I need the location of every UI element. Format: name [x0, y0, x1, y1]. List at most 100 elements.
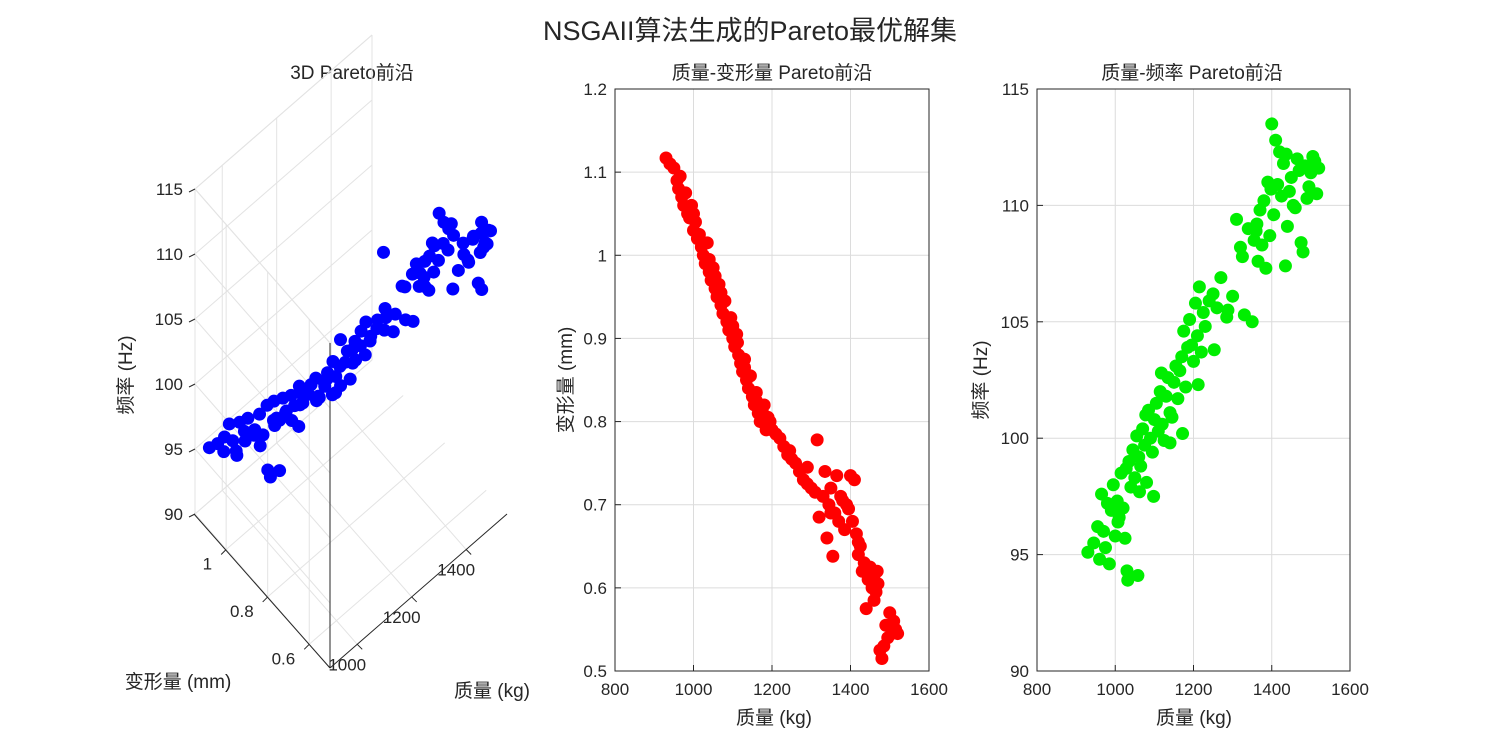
- data-point: [1245, 315, 1259, 329]
- z-tick: [188, 253, 196, 258]
- data-point: [1210, 301, 1224, 315]
- data-point: [1154, 366, 1168, 380]
- panel-3d-pareto: 3D Pareto前沿 90 95 100 105 110 115 1000 1200 1400…: [115, 34, 530, 702]
- data-point-3d: [253, 439, 267, 453]
- panel-3-title: 质量-频率 Pareto前沿: [1101, 62, 1283, 84]
- x-tick-label: 800: [1023, 680, 1051, 699]
- data-point: [1278, 259, 1292, 273]
- grid-3d-z-left: [194, 448, 331, 604]
- panel-3d-xlabel: 质量 (kg): [454, 680, 530, 702]
- data-point: [1116, 501, 1130, 515]
- data-point: [726, 319, 740, 333]
- data-point: [1108, 529, 1122, 543]
- z-tick-label: 100: [155, 375, 183, 394]
- grid-3d-z-left: [194, 318, 331, 474]
- z-tick: [188, 188, 196, 193]
- data-point-3d: [386, 325, 400, 339]
- y-tick-label: 0.6: [272, 649, 296, 668]
- data-point-3d: [334, 333, 347, 347]
- panel-3d-title: 3D Pareto前沿: [290, 62, 414, 84]
- data-point: [1134, 459, 1148, 473]
- z-tick-label: 105: [155, 310, 183, 329]
- grid-3d-y-floor: [308, 489, 487, 645]
- data-point-3d: [217, 445, 231, 459]
- data-point: [1255, 238, 1269, 252]
- data-point: [700, 236, 714, 250]
- data-point: [1312, 161, 1326, 175]
- plot-box: [1036, 88, 1351, 672]
- data-point: [1167, 375, 1181, 389]
- data-point-3d: [422, 283, 436, 297]
- data-point-3d: [293, 398, 307, 412]
- data-point: [708, 269, 722, 283]
- data-point-3d: [293, 386, 307, 400]
- y-tick-label: 95: [1010, 546, 1029, 565]
- data-point-3d: [226, 434, 240, 448]
- data-point-3d: [256, 428, 270, 442]
- data-point: [1207, 343, 1221, 357]
- panel-2-points: [659, 151, 905, 666]
- data-point-3d: [343, 372, 357, 386]
- panel-2-xlabel: 质量 (kg): [736, 707, 812, 729]
- data-point-3d: [376, 245, 390, 259]
- data-point: [1194, 345, 1208, 359]
- y-tick: [303, 643, 310, 650]
- data-point: [1280, 219, 1294, 233]
- y-tick-label: 105: [1001, 313, 1029, 332]
- data-point: [1185, 338, 1199, 352]
- data-point: [1087, 536, 1101, 550]
- z-tick-label: 95: [164, 440, 183, 459]
- data-point: [1155, 417, 1169, 431]
- data-point: [1177, 324, 1191, 338]
- data-point: [714, 286, 728, 300]
- data-point: [1102, 557, 1116, 571]
- panel-mass-deformation: 质量-变形量 Pareto前沿 800 1000 1200 1400 1600 0.5 0.…: [555, 62, 948, 729]
- data-point-3d: [329, 386, 343, 400]
- panel-2-axes: 800 1000 1200 1400 1600 0.5 0.6 0.7 0.8 0.9 1 1.1 1.…: [583, 80, 948, 699]
- data-point: [1149, 396, 1163, 410]
- data-point: [1257, 194, 1271, 208]
- data-point: [1198, 319, 1212, 333]
- panel-3-xlabel: 质量 (kg): [1156, 707, 1232, 729]
- data-point: [1163, 436, 1177, 450]
- data-point-3d: [444, 217, 458, 231]
- data-point-3d: [475, 282, 489, 296]
- data-point-3d: [222, 417, 236, 431]
- data-point: [824, 481, 838, 495]
- data-point-3d: [253, 407, 267, 421]
- data-point: [1183, 312, 1197, 326]
- panel-3-points: [1081, 117, 1326, 587]
- data-point: [810, 433, 824, 447]
- data-point: [1128, 471, 1142, 485]
- axis-3d-x: [329, 513, 508, 669]
- data-point: [1175, 350, 1189, 364]
- edge-3d: [194, 34, 373, 190]
- data-point-3d: [406, 314, 420, 328]
- data-point: [1093, 552, 1107, 566]
- grid-3d-x-floor: [330, 395, 467, 550]
- y-tick-label: 0.7: [583, 496, 607, 515]
- data-point: [1230, 212, 1244, 226]
- data-point: [679, 186, 693, 200]
- data-point-3d: [292, 419, 306, 433]
- data-point: [1140, 475, 1154, 489]
- y-tick-label: 1.2: [583, 80, 607, 99]
- data-point: [1191, 378, 1205, 392]
- data-point-3d: [447, 228, 461, 242]
- x-tick: [411, 596, 418, 603]
- data-point: [1139, 408, 1153, 422]
- data-point-3d: [242, 427, 256, 441]
- y-tick: [262, 596, 269, 603]
- data-point-3d: [451, 263, 465, 277]
- data-point-3d: [363, 334, 377, 348]
- data-point-3d: [446, 282, 460, 296]
- x-tick-label: 1600: [910, 680, 948, 699]
- data-point-3d: [417, 270, 431, 284]
- data-point: [702, 252, 716, 266]
- y-tick: [220, 549, 227, 555]
- x-tick: [465, 549, 472, 555]
- x-tick-label: 1000: [328, 655, 366, 674]
- data-point: [838, 523, 852, 537]
- data-point: [1097, 524, 1111, 538]
- data-point: [1188, 296, 1202, 310]
